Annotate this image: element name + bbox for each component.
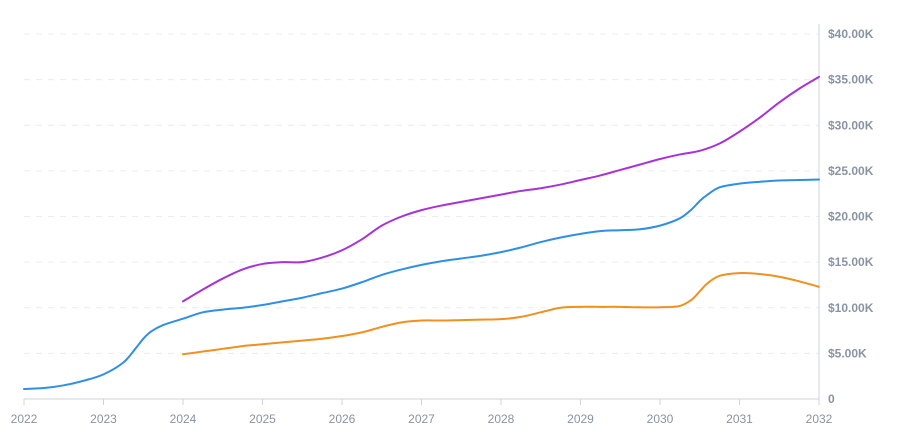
y-tick-labels: 0 $5.00K $10.00K $15.00K $20.00K $25.00K $30.0… [828,27,874,406]
y-tick-label: $35.00K [828,73,874,87]
series-line-orange [182,271,820,356]
y-tick-label: $10.00K [828,301,874,315]
axes [23,24,820,405]
series-line-purple [182,75,820,303]
grid-lines [24,33,819,354]
x-tick-label: 2023 [90,412,117,426]
y-tick-label: $5.00K [828,346,867,360]
x-tick-label: 2025 [249,412,276,426]
x-tick-label: 2026 [329,412,356,426]
x-tick-label: 2032 [806,412,833,426]
y-tick-label: $40.00K [828,27,874,41]
x-tick-label: 2029 [567,412,594,426]
y-tick-label: $20.00K [828,210,874,224]
x-tick-label: 2030 [647,412,674,426]
x-tick-label: 2028 [488,412,515,426]
series-lines [23,75,820,390]
y-tick-label: $30.00K [828,118,874,132]
y-tick-label: 0 [828,392,835,406]
x-tick-label: 2022 [11,412,38,426]
y-tick-label: $15.00K [828,255,874,269]
x-tick-label: 2024 [170,412,197,426]
x-tick-label: 2027 [408,412,435,426]
series-line-blue [23,178,820,390]
x-tick-labels: 2022 2023 2024 2025 2026 2027 2028 2029 2030 2031… [11,412,833,426]
y-tick-label: $25.00K [828,164,874,178]
x-tick-label: 2031 [726,412,753,426]
